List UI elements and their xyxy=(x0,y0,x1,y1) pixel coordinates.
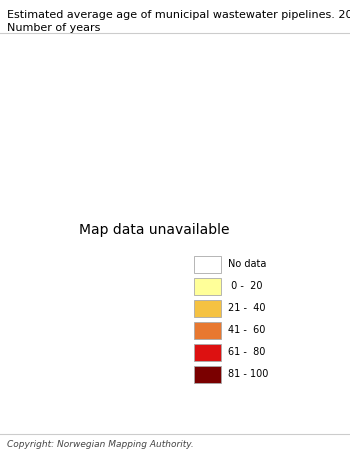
Text: Estimated average age of municipal wastewater pipelines. 2006.
Number of years: Estimated average age of municipal waste… xyxy=(7,10,350,33)
Text: No data: No data xyxy=(228,259,266,270)
Text: 21 -  40: 21 - 40 xyxy=(228,303,265,314)
Text: 41 -  60: 41 - 60 xyxy=(228,325,265,336)
Text: 61 -  80: 61 - 80 xyxy=(228,347,265,358)
Text: Map data unavailable: Map data unavailable xyxy=(79,224,229,237)
Text: 81 - 100: 81 - 100 xyxy=(228,369,268,380)
Text: 0 -  20: 0 - 20 xyxy=(228,281,262,292)
Text: Copyright: Norwegian Mapping Authority.: Copyright: Norwegian Mapping Authority. xyxy=(7,440,194,449)
